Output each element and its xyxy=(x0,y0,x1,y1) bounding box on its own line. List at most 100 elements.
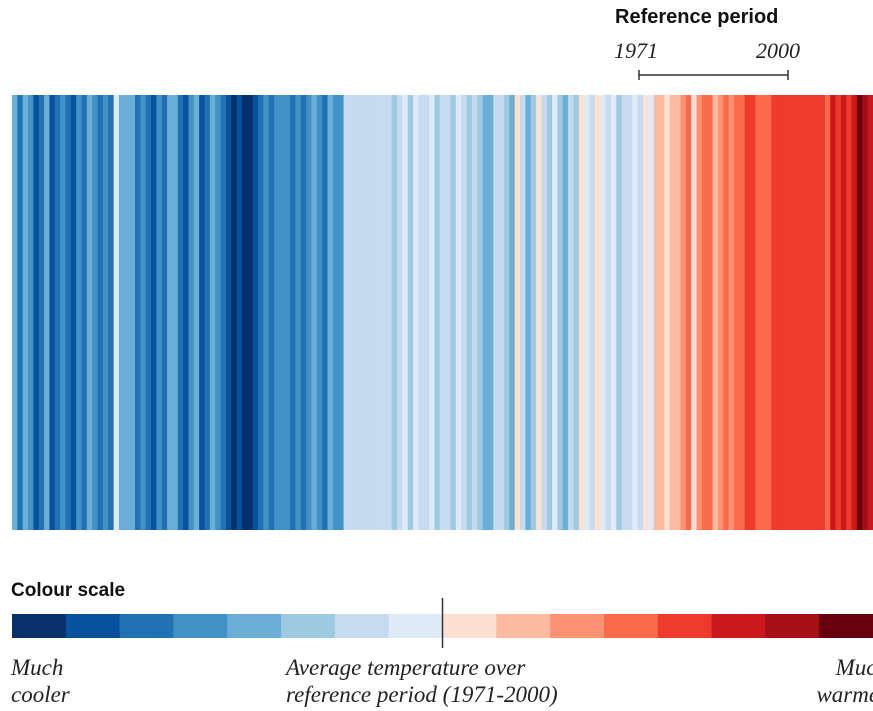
stripe-1986 xyxy=(739,95,746,530)
stripe-2002 xyxy=(824,95,831,530)
stripe-1965 xyxy=(627,95,633,530)
stripe-2009 xyxy=(862,95,869,530)
stripe-1924 xyxy=(407,95,414,530)
stripe-1925 xyxy=(413,95,420,530)
stripe-1945 xyxy=(520,95,526,530)
stripe-1982 xyxy=(717,95,724,530)
stripe-1948 xyxy=(536,95,543,530)
stripe-2010 xyxy=(867,95,873,530)
colour-scale-swatch-1 xyxy=(65,614,121,638)
stripe-1869 xyxy=(113,95,120,530)
stripe-1978 xyxy=(696,95,703,530)
stripe-1987 xyxy=(744,95,751,530)
stripe-1984 xyxy=(728,95,735,530)
stripe-1886 xyxy=(204,95,211,530)
stripe-1861 xyxy=(70,95,77,530)
stripe-1935 xyxy=(466,95,473,530)
stripe-1899 xyxy=(274,95,280,530)
stripe-1949 xyxy=(541,95,548,530)
stripe-1973 xyxy=(669,95,676,530)
stripe-1889 xyxy=(220,95,227,530)
stripe-1853 xyxy=(28,95,34,530)
stripe-1888 xyxy=(215,95,222,530)
stripe-1995 xyxy=(787,95,794,530)
stripe-1980 xyxy=(707,95,714,530)
stripe-1857 xyxy=(49,95,56,530)
colour-scale-swatch-8 xyxy=(442,614,497,638)
stripe-1968 xyxy=(643,95,649,530)
colour-scale-swatch-11 xyxy=(603,614,659,638)
stripe-1923 xyxy=(402,95,409,530)
stripe-1921 xyxy=(391,95,398,530)
colour-scale-bar xyxy=(12,598,873,648)
stripe-1932 xyxy=(450,95,457,530)
colour-scale-swatch-0 xyxy=(12,614,67,638)
stripe-1851 xyxy=(17,95,24,530)
stripe-1874 xyxy=(140,95,147,530)
colour-scale-swatch-2 xyxy=(119,614,174,638)
colour-scale-title: Colour scale xyxy=(11,580,126,601)
stripe-1959 xyxy=(594,95,601,530)
stripe-1868 xyxy=(108,95,115,530)
stripe-1852 xyxy=(22,95,29,530)
stripe-1938 xyxy=(482,95,489,530)
reference-start-year: 1971 xyxy=(614,38,658,63)
stripe-1953 xyxy=(562,95,569,530)
stripe-1895 xyxy=(252,95,259,530)
colour-scale-swatch-13 xyxy=(711,614,766,638)
stripe-1971 xyxy=(659,95,666,530)
stripe-1981 xyxy=(712,95,719,530)
stripe-1916 xyxy=(364,95,371,530)
stripe-1911 xyxy=(338,95,345,530)
stripe-1892 xyxy=(236,95,243,530)
stripe-1933 xyxy=(455,95,462,530)
stripe-1941 xyxy=(498,95,505,530)
stripe-1871 xyxy=(124,95,131,530)
stripe-1952 xyxy=(557,95,564,530)
stripe-1896 xyxy=(258,95,264,530)
stripe-1931 xyxy=(445,95,452,530)
stripe-1865 xyxy=(92,95,99,530)
stripe-1951 xyxy=(552,95,559,530)
stripe-1960 xyxy=(600,95,607,530)
stripe-1912 xyxy=(343,95,350,530)
stripe-1947 xyxy=(530,95,537,530)
stripe-1850 xyxy=(12,95,18,530)
stripe-1983 xyxy=(723,95,730,530)
reference-period-bracket xyxy=(638,70,789,80)
stripe-2007 xyxy=(851,95,858,530)
stripe-1997 xyxy=(798,95,805,530)
stripe-1854 xyxy=(33,95,40,530)
stripe-1881 xyxy=(177,95,184,530)
stripe-1918 xyxy=(375,95,382,530)
stripe-1956 xyxy=(578,95,585,530)
stripe-1893 xyxy=(241,95,248,530)
stripe-1999 xyxy=(808,95,815,530)
stripe-1958 xyxy=(589,95,596,530)
stripe-1882 xyxy=(183,95,190,530)
stripe-1897 xyxy=(263,95,270,530)
stripe-1909 xyxy=(327,95,334,530)
stripe-1915 xyxy=(359,95,366,530)
stripe-1976 xyxy=(685,95,692,530)
stripe-1996 xyxy=(792,95,799,530)
reference-period-title: Reference period xyxy=(615,6,779,28)
stripe-1856 xyxy=(44,95,51,530)
stripe-1885 xyxy=(199,95,206,530)
stripe-1879 xyxy=(167,95,174,530)
stripe-1903 xyxy=(295,95,302,530)
stripe-1859 xyxy=(60,95,67,530)
stripe-1940 xyxy=(493,95,500,530)
stripe-1908 xyxy=(322,95,329,530)
stripe-1962 xyxy=(610,95,617,530)
stripe-1890 xyxy=(225,95,232,530)
stripe-1936 xyxy=(471,95,478,530)
colour-scale-swatch-6 xyxy=(334,614,390,638)
stripe-1864 xyxy=(86,95,93,530)
stripe-1913 xyxy=(348,95,355,530)
stripe-1979 xyxy=(701,95,708,530)
colour-scale-swatch-10 xyxy=(550,614,605,638)
stripe-1964 xyxy=(621,95,628,530)
stripe-1887 xyxy=(209,95,216,530)
stripe-1954 xyxy=(568,95,575,530)
